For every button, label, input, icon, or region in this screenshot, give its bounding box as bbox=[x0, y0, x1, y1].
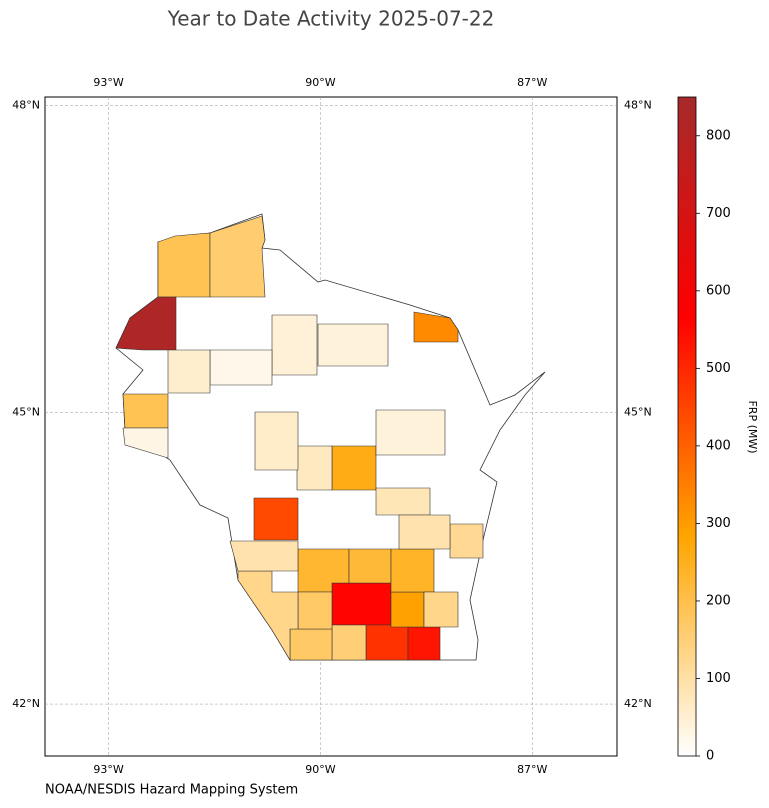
y-tick-label-right: 45°N bbox=[624, 406, 652, 419]
county bbox=[331, 582, 392, 626]
colorbar-tick-label: 200 bbox=[706, 593, 731, 608]
county bbox=[122, 393, 169, 429]
x-tick-label-top: 87°W bbox=[517, 76, 547, 89]
county bbox=[365, 624, 409, 661]
x-tick-label-bottom: 93°W bbox=[93, 763, 123, 776]
county bbox=[296, 445, 333, 491]
county bbox=[115, 296, 177, 351]
county bbox=[317, 323, 389, 367]
county bbox=[423, 591, 459, 628]
county bbox=[167, 349, 211, 394]
county bbox=[122, 427, 169, 459]
colorbar-tick-label: 800 bbox=[706, 128, 731, 143]
colorbar-label: FRP (MW) bbox=[746, 400, 759, 453]
county bbox=[229, 540, 299, 572]
source-note: NOAA/NESDIS Hazard Mapping System bbox=[45, 783, 298, 798]
colorbar-tick-label: 700 bbox=[706, 206, 731, 221]
county bbox=[398, 514, 451, 550]
county bbox=[413, 311, 459, 343]
county bbox=[157, 232, 211, 298]
county bbox=[297, 591, 333, 630]
colorbar-tick-label: 500 bbox=[706, 361, 731, 376]
county bbox=[237, 570, 299, 662]
y-tick-label-right: 48°N bbox=[624, 98, 652, 111]
county bbox=[375, 409, 446, 456]
county bbox=[390, 591, 425, 628]
county bbox=[449, 523, 484, 559]
colorbar-tick-label: 400 bbox=[706, 438, 731, 453]
county bbox=[390, 548, 435, 593]
y-tick-label-left: 42°N bbox=[12, 697, 40, 710]
colorbar bbox=[677, 96, 697, 757]
y-tick-label-right: 42°N bbox=[624, 697, 652, 710]
county bbox=[271, 314, 318, 376]
y-tick-label-left: 45°N bbox=[12, 406, 40, 419]
county bbox=[253, 497, 299, 541]
colorbar-tick-label: 100 bbox=[706, 671, 731, 686]
x-tick-label-top: 93°W bbox=[93, 76, 123, 89]
county bbox=[209, 349, 273, 386]
x-tick-label-bottom: 87°W bbox=[517, 763, 547, 776]
county bbox=[331, 445, 377, 491]
county bbox=[375, 487, 431, 516]
county bbox=[289, 628, 333, 661]
map-title: Year to Date Activity 2025-07-22 bbox=[167, 7, 495, 31]
colorbar-tick-label: 0 bbox=[706, 749, 714, 764]
y-tick-label-left: 48°N bbox=[12, 98, 40, 111]
county bbox=[209, 215, 266, 298]
county bbox=[407, 626, 441, 661]
colorbar-tick-label: 600 bbox=[706, 283, 731, 298]
county bbox=[254, 411, 299, 471]
county bbox=[348, 548, 392, 584]
county bbox=[331, 624, 367, 661]
x-tick-label-bottom: 90°W bbox=[305, 763, 335, 776]
colorbar-tick-label: 300 bbox=[706, 516, 731, 531]
x-tick-label-top: 90°W bbox=[305, 76, 335, 89]
